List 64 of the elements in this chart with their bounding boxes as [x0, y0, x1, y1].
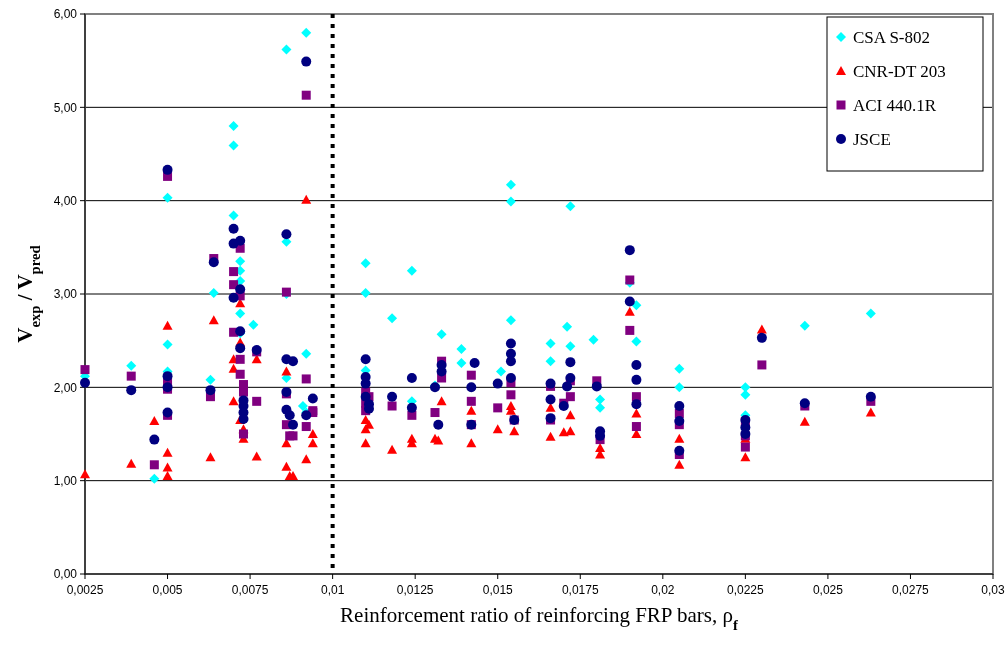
point	[205, 374, 216, 385]
point	[545, 356, 556, 367]
x-axis-title: Reinforcement ratio of reinforcing FRP bars, ρ$_{f}$	[340, 603, 739, 633]
point	[149, 473, 160, 484]
x-tick-label: 0,025	[812, 583, 844, 597]
point	[456, 358, 467, 369]
x-tick-label: 0,0175	[561, 583, 599, 597]
point	[505, 315, 516, 326]
point	[496, 366, 507, 377]
y-tick-label: 4,00	[53, 193, 78, 208]
y-tick-label: 6,00	[53, 7, 78, 22]
point	[360, 288, 371, 299]
point	[595, 402, 606, 413]
point	[799, 320, 810, 331]
legend-label: ACI 440.1R	[853, 95, 937, 115]
x-tick-label: 0,015	[482, 583, 514, 597]
point	[235, 256, 246, 267]
point	[208, 288, 219, 299]
legend-label: CSA S-802	[853, 27, 930, 47]
point	[562, 321, 573, 332]
x-tick-label: 0,0275	[892, 583, 930, 597]
y-tick-label: 3,00	[53, 287, 78, 302]
point	[565, 341, 576, 352]
legend-label: CNR-DT 203	[853, 61, 946, 81]
point	[674, 363, 685, 374]
point	[126, 360, 137, 371]
y-tick-label: 5,00	[53, 100, 78, 115]
x-tick-label: 0,0225	[727, 583, 765, 597]
point	[162, 339, 173, 350]
x-tick-label: 0,005	[152, 583, 183, 597]
point	[297, 401, 308, 411]
y-tick-label: 0,00	[53, 567, 78, 582]
point	[360, 258, 371, 269]
point	[505, 179, 516, 190]
point	[248, 319, 259, 330]
point	[228, 121, 239, 131]
point	[456, 344, 467, 355]
point	[301, 348, 312, 359]
point	[674, 382, 685, 393]
x-tick-label: 0,03	[981, 583, 1005, 597]
point	[545, 338, 556, 349]
point	[505, 196, 516, 207]
point	[387, 313, 398, 324]
point	[595, 394, 606, 405]
point	[228, 210, 239, 221]
point	[565, 201, 576, 212]
point	[406, 265, 417, 276]
legend-label: JSCE	[853, 129, 891, 149]
x-tick-label: 0,0125	[396, 583, 434, 597]
point	[301, 27, 312, 38]
x-tick-label: 0,0025	[66, 583, 104, 597]
point	[436, 329, 447, 340]
point	[865, 308, 876, 319]
y-tick-label: 1,00	[53, 473, 78, 488]
point	[281, 44, 292, 55]
x-tick-label: 0,01	[320, 583, 345, 597]
point	[162, 192, 173, 203]
x-tick-label: 0,02	[651, 583, 675, 597]
x-tick-label: 0,0075	[231, 583, 269, 597]
point	[588, 334, 599, 345]
y-tick-label: 2,00	[53, 380, 78, 395]
point	[228, 140, 239, 151]
point	[235, 308, 246, 319]
point	[631, 336, 642, 347]
